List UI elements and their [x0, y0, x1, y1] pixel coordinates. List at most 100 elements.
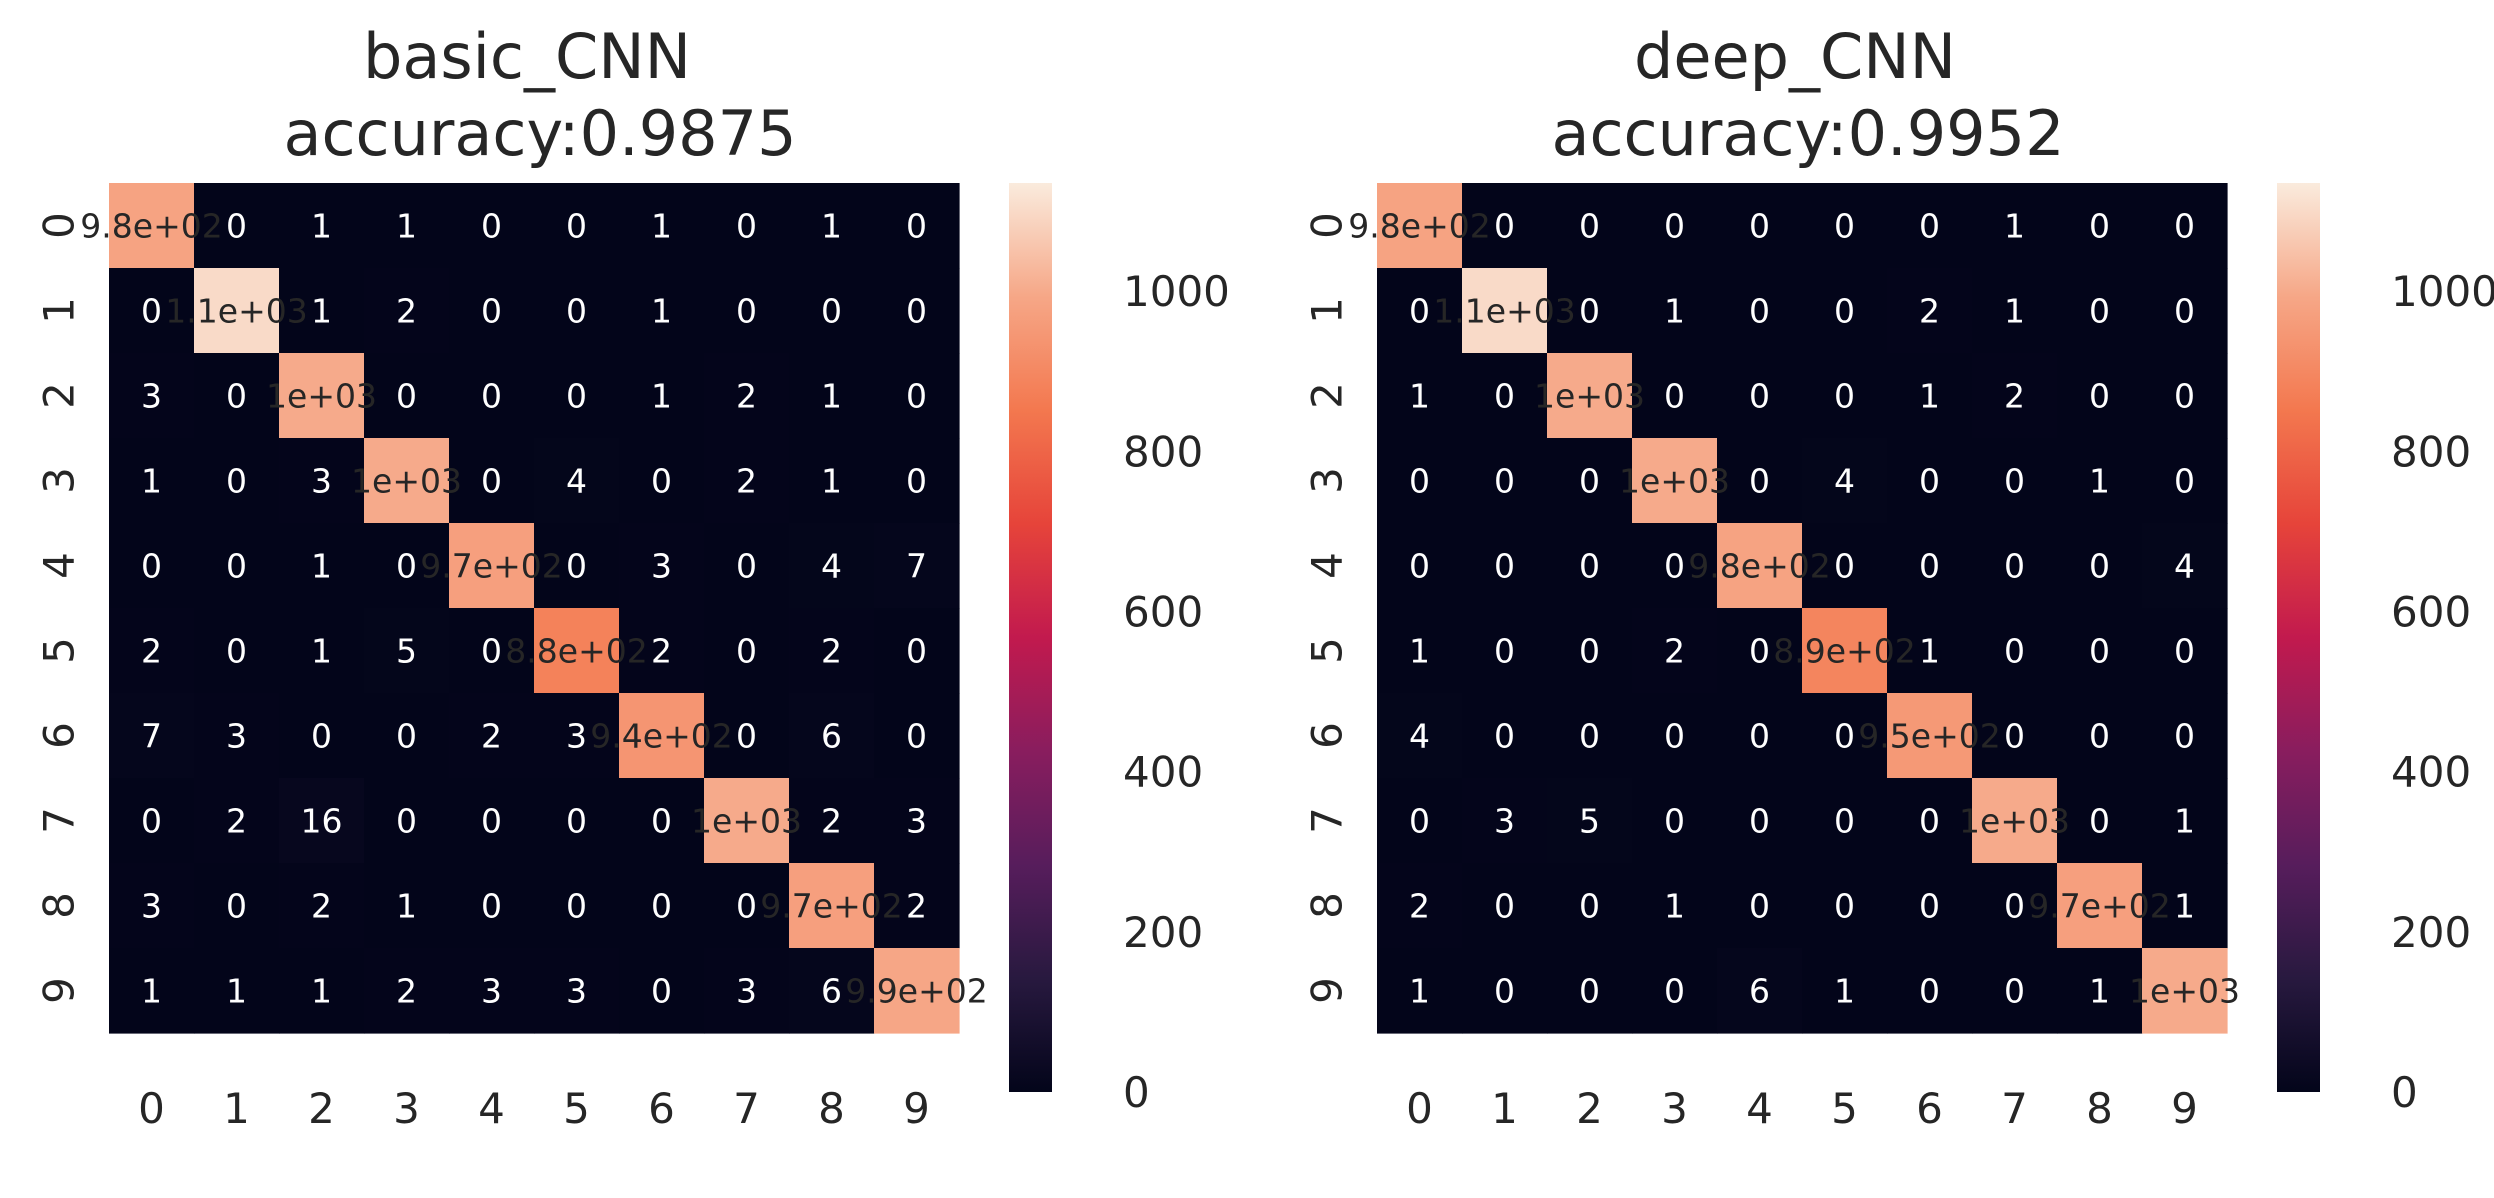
cell-annotation: 0	[1664, 717, 1685, 756]
cell-annotation: 0	[736, 207, 757, 246]
heatmap-cell	[789, 438, 875, 524]
heatmap-cell	[704, 268, 790, 354]
y-tick-label: 0	[1303, 212, 1352, 239]
cell-annotation: 1	[2089, 972, 2110, 1011]
y-tick-label: 1	[1303, 297, 1352, 324]
cell-annotation: 0	[141, 802, 162, 841]
cell-annotation: 0	[1749, 717, 1770, 756]
y-tick-label: 4	[35, 552, 84, 579]
heatmap-cell	[449, 183, 535, 269]
heatmap-cell	[704, 778, 790, 864]
heatmap-cell	[789, 268, 875, 354]
y-tick-label: 8	[35, 892, 84, 919]
heatmap-cell	[1547, 948, 1633, 1034]
heatmap-cell	[364, 183, 450, 269]
cell-annotation: 0	[1834, 292, 1855, 331]
heatmap-cell	[2057, 183, 2143, 269]
heatmap-cell	[1462, 778, 1548, 864]
heatmap-cell	[279, 268, 365, 354]
heatmap-cell	[534, 608, 620, 694]
cell-annotation: 0	[1494, 887, 1515, 926]
heatmap-cell	[1972, 183, 2058, 269]
cell-annotation: 2	[141, 632, 162, 671]
cell-annotation: 9.9e+02	[845, 972, 987, 1011]
x-tick-label: 6	[648, 1084, 675, 1133]
x-tick-label: 0	[1406, 1084, 1433, 1133]
heatmap-cell	[874, 693, 960, 779]
heatmap-cell	[364, 268, 450, 354]
heatmap-cell	[1717, 693, 1803, 779]
heatmap-cell	[619, 183, 705, 269]
chart-title-line1: deep_CNN	[1634, 20, 1956, 93]
y-tick-label: 3	[1303, 467, 1352, 494]
heatmap-cell	[2142, 438, 2228, 524]
cell-annotation: 4	[566, 462, 587, 501]
cell-annotation: 1	[651, 207, 672, 246]
cell-annotation: 0	[1749, 207, 1770, 246]
cell-annotation: 1	[651, 377, 672, 416]
cell-annotation: 9.8e+02	[1688, 547, 1830, 586]
colorbar-tick-label: 0	[1123, 1068, 1150, 1117]
cell-annotation: 0	[906, 292, 927, 331]
heatmap-cell	[2057, 863, 2143, 949]
heatmap-cell	[109, 778, 195, 864]
cell-annotation: 3	[481, 972, 502, 1011]
cell-annotation: 0	[566, 207, 587, 246]
cell-annotation: 0	[566, 887, 587, 926]
heatmap-cell	[704, 948, 790, 1034]
cell-annotation: 1.1e+03	[1433, 292, 1575, 331]
heatmap-cell	[109, 693, 195, 779]
heatmap-cell	[1377, 863, 1463, 949]
heatmap-cell	[534, 268, 620, 354]
heatmap-cell	[1717, 183, 1803, 269]
cell-annotation: 0	[2174, 632, 2195, 671]
cell-annotation: 1	[2004, 292, 2025, 331]
heatmap-cell	[619, 268, 705, 354]
cell-annotation: 0	[906, 717, 927, 756]
heatmap-cell	[534, 948, 620, 1034]
heatmap-cell	[1972, 778, 2058, 864]
cell-annotation: 0	[906, 632, 927, 671]
cell-annotation: 1	[821, 207, 842, 246]
heatmap-cells	[1377, 183, 2228, 1034]
cell-annotation: 0	[226, 207, 247, 246]
heatmap-cell	[1717, 608, 1803, 694]
heatmap-cell	[619, 608, 705, 694]
cell-annotation: 0	[2174, 462, 2195, 501]
heatmap-cell	[534, 693, 620, 779]
heatmap-cell	[874, 608, 960, 694]
y-axis-ticks: 0 1 2 3 4 5 6 7 8 9	[1303, 212, 1352, 1004]
cell-annotation: 1	[311, 292, 332, 331]
cell-annotation: 1	[821, 377, 842, 416]
cell-annotation: 2	[906, 887, 927, 926]
cell-annotation: 5	[396, 632, 417, 671]
heatmap-cell	[279, 948, 365, 1034]
cell-annotation: 16	[301, 802, 343, 841]
heatmap-cell	[364, 523, 450, 609]
cell-annotation: 0	[1409, 292, 1430, 331]
chart-title-line2: accuracy:0.9875	[283, 97, 796, 170]
heatmap-cell	[1887, 693, 1973, 779]
cell-annotation: 7	[141, 717, 162, 756]
heatmap-cell	[704, 183, 790, 269]
heatmap-cell	[619, 948, 705, 1034]
heatmap-cell	[1632, 438, 1718, 524]
cell-annotation: 0	[2089, 377, 2110, 416]
heatmap-cell	[1887, 268, 1973, 354]
cell-annotation: 1	[226, 972, 247, 1011]
cell-annotation: 0	[481, 802, 502, 841]
heatmap-cell	[194, 523, 280, 609]
cell-annotation: 0	[226, 632, 247, 671]
heatmap-cell	[2142, 693, 2228, 779]
colorbar-tick-label: 800	[1123, 427, 1203, 476]
x-tick-label: 1	[1491, 1084, 1518, 1133]
cell-annotation: 3	[1494, 802, 1515, 841]
heatmap-cell	[1972, 353, 2058, 439]
cell-annotation: 0	[906, 377, 927, 416]
cell-annotation: 7	[906, 547, 927, 586]
heatmap-cell	[2142, 863, 2228, 949]
cell-annotation: 1	[2174, 887, 2195, 926]
colorbar-tick-label: 200	[1123, 908, 1203, 957]
heatmap-cell	[1547, 438, 1633, 524]
x-axis-ticks: 0 1 2 3 4 5 6 7 8 9	[138, 1084, 930, 1133]
